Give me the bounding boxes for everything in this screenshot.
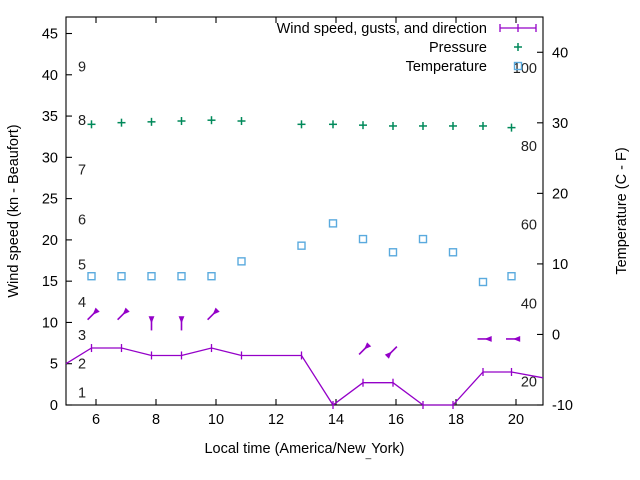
wind-arrow xyxy=(358,342,372,355)
beaufort-label-9: 9 xyxy=(78,60,86,76)
fahrenheit-inner-labels: 20 40 60 80 100 xyxy=(513,61,537,391)
fahrenheit-label-40: 40 xyxy=(521,296,537,312)
beaufort-inner-labels: 1 2 3 4 5 6 7 8 9 xyxy=(78,60,86,402)
temperature-point xyxy=(297,241,306,250)
wind-direction-arrows xyxy=(87,307,521,359)
beaufort-label-1: 1 xyxy=(78,386,86,402)
beaufort-label-5: 5 xyxy=(78,258,86,274)
x-tick-label-18: 18 xyxy=(448,412,464,428)
fahrenheit-label-100: 100 xyxy=(513,61,537,77)
x-tick-label-10: 10 xyxy=(208,412,224,428)
temperature-series xyxy=(87,219,516,287)
wind-arrow xyxy=(207,307,220,321)
temperature-point xyxy=(448,248,458,257)
x-axis-title: Local time (America/New_York) xyxy=(204,441,404,460)
x-tick-label-6: 6 xyxy=(92,412,100,428)
temperature-point xyxy=(418,234,428,244)
y-tick-label-15: 15 xyxy=(42,274,58,290)
y-tick-label-20: 20 xyxy=(42,233,58,249)
beaufort-label-8: 8 xyxy=(78,113,86,129)
wind-arrow-head xyxy=(178,316,185,324)
y2-tick-label--10: -10 xyxy=(552,398,573,414)
x-tick-label-12: 12 xyxy=(268,412,284,428)
plot-border xyxy=(65,16,544,406)
fahrenheit-label-20: 20 xyxy=(521,375,537,391)
temperature-point xyxy=(177,272,186,281)
legend-label-0: Wind speed, gusts, and direction xyxy=(277,21,487,37)
beaufort-label-6: 6 xyxy=(78,212,86,228)
wind-arrow xyxy=(117,307,130,321)
temperature-point xyxy=(117,272,126,281)
y2-tick-label-20: 20 xyxy=(552,186,568,202)
y-tick-label-5: 5 xyxy=(50,357,58,373)
x-tick-label-14: 14 xyxy=(328,412,344,428)
y-tick-label-35: 35 xyxy=(42,109,58,125)
y2-tick-label-0: 0 xyxy=(552,327,560,343)
fahrenheit-label-60: 60 xyxy=(521,217,537,233)
temperature-point xyxy=(388,248,398,257)
y-tick-label-10: 10 xyxy=(42,315,58,331)
y-axis-left-title: Wind speed (kn - Beaufort) xyxy=(6,124,22,297)
beaufort-label-4: 4 xyxy=(78,295,86,311)
temperature-point xyxy=(328,219,338,228)
wind-arrow-head xyxy=(512,336,521,342)
y-axis-right-ticks: -10 0 10 20 30 40 xyxy=(537,45,573,414)
y-tick-label-30: 30 xyxy=(42,150,58,166)
temperature-point xyxy=(358,234,368,244)
legend-label-2: Temperature xyxy=(406,59,487,75)
wind-arrow xyxy=(477,336,492,342)
temperature-point xyxy=(237,257,246,266)
legend-label-1: Pressure xyxy=(429,40,487,56)
wind-arrow xyxy=(384,346,398,359)
axis-titles: Wind speed (kn - Beaufort) Temperature (C… xyxy=(6,124,630,460)
temperature-point xyxy=(507,272,516,281)
x-tick-label-16: 16 xyxy=(388,412,404,428)
y2-tick-label-40: 40 xyxy=(552,45,568,61)
y-tick-label-25: 25 xyxy=(42,192,58,208)
temperature-point xyxy=(147,272,156,281)
wind-arrow-head xyxy=(384,351,392,359)
beaufort-label-2: 2 xyxy=(78,357,86,373)
wind-arrow-head xyxy=(92,307,100,315)
temperature-point xyxy=(207,272,216,281)
y-axis-right-title: Temperature (C - F) xyxy=(614,147,630,274)
wind-arrow xyxy=(87,307,100,321)
y-tick-label-0: 0 xyxy=(50,398,58,414)
legend-marker-temperature xyxy=(513,61,523,71)
pressure-series xyxy=(87,116,516,132)
y2-tick-label-30: 30 xyxy=(552,116,568,132)
beaufort-label-7: 7 xyxy=(78,163,86,179)
y-axis-left-ticks: 0 5 10 15 20 25 30 35 40 45 xyxy=(42,27,72,414)
wind-arrow-head xyxy=(484,336,492,342)
beaufort-label-3: 3 xyxy=(78,328,86,344)
plot-frame xyxy=(65,16,544,406)
wind-arrow-head xyxy=(148,316,155,324)
x-tick-label-8: 8 xyxy=(152,412,160,428)
wind-arrow xyxy=(178,316,185,331)
wind-arrow xyxy=(506,336,521,342)
wind-arrow-head xyxy=(122,307,130,315)
temperature-point xyxy=(478,277,488,287)
wind-speed-line xyxy=(65,347,544,406)
wind-speed-series xyxy=(65,344,544,409)
y-tick-label-40: 40 xyxy=(42,68,58,84)
temperature-point xyxy=(87,272,96,281)
y-tick-label-45: 45 xyxy=(42,27,58,43)
legend: Wind speed, gusts, and direction Pressure… xyxy=(277,21,537,75)
fahrenheit-label-80: 80 xyxy=(521,139,537,155)
y2-tick-label-10: 10 xyxy=(552,257,568,273)
x-tick-label-20: 20 xyxy=(508,412,524,428)
wind-arrow-head xyxy=(364,342,372,350)
wind-arrow xyxy=(148,316,155,331)
wind-arrow-head xyxy=(212,307,220,315)
